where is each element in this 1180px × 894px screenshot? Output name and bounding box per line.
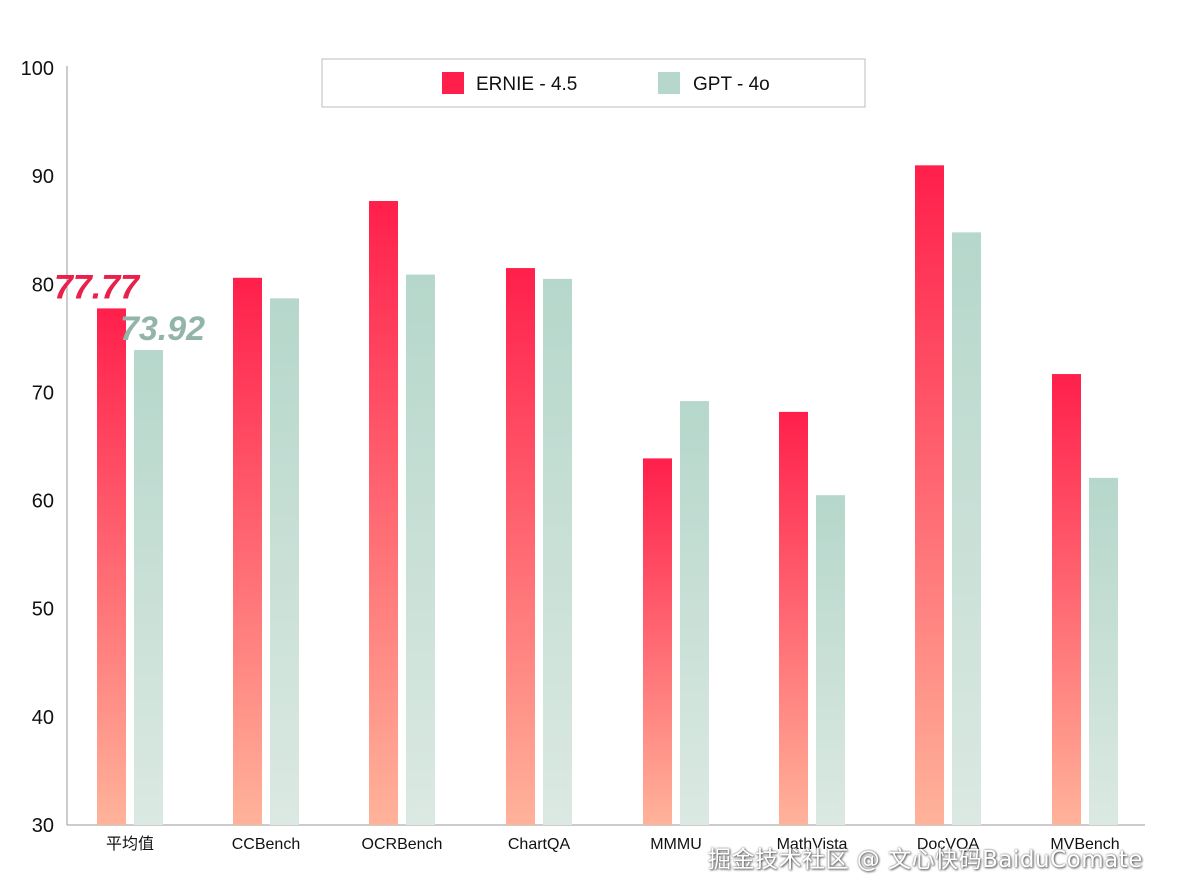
bar-ernie [233,277,262,826]
x-tick-labels: 平均值 CCBench OCRBench ChartQA MMMU MathVista Do… [106,835,1120,853]
y-tick-label: 90 [32,166,54,188]
bar-ernie [97,308,126,825]
bar-ernie [643,458,672,825]
y-tick-label: 100 [21,58,54,80]
y-tick-label: 60 [32,491,54,513]
x-tick-label: DocVQA [917,836,980,853]
bar-gpt [1089,477,1118,825]
bar-series [97,165,1118,826]
x-tick-label: 平均值 [106,835,154,853]
callout-gpt-average: 73.92 [120,310,205,348]
y-tick-label: 40 [32,707,54,729]
x-tick-label: OCRBench [362,836,443,853]
bar-ernie [779,411,808,825]
y-tick-labels: 30 40 50 60 70 80 90 100 [21,58,54,837]
legend-label-gpt: GPT - 4o [693,74,770,95]
watermark: 掘金技术社区 @ 文心快码BaiduComate [708,847,1143,873]
x-tick-label: MMMU [650,836,702,853]
chart-axes [66,66,1145,826]
bar-gpt [680,401,709,825]
y-tick-label: 50 [32,599,54,621]
bar-gpt [270,298,299,825]
bar-ernie [915,165,944,826]
y-tick-label: 30 [32,815,54,837]
x-tick-label: MVBench [1050,836,1119,853]
x-tick-label: MathVista [777,836,848,853]
bar-ernie [369,201,398,825]
bar-gpt [543,278,572,826]
bar-ernie [506,268,535,825]
data-callouts: 77.77 73.92 [54,268,205,348]
legend: ERNIE - 4.5 GPT - 4o [321,58,866,108]
x-tick-label: CCBench [232,836,300,853]
legend-swatch-gpt [658,72,680,94]
callout-ernie-average: 77.77 [54,268,141,306]
bar-ernie [1052,374,1081,825]
x-tick-label: ChartQA [508,836,571,853]
bar-gpt [816,495,845,825]
legend-label-ernie: ERNIE - 4.5 [476,74,577,95]
legend-box [321,58,866,108]
y-tick-label: 70 [32,382,54,404]
bar-gpt [952,232,981,825]
bar-gpt [406,274,435,825]
y-tick-label: 80 [32,274,54,296]
legend-swatch-ernie [442,72,464,94]
bar-gpt [134,350,163,825]
